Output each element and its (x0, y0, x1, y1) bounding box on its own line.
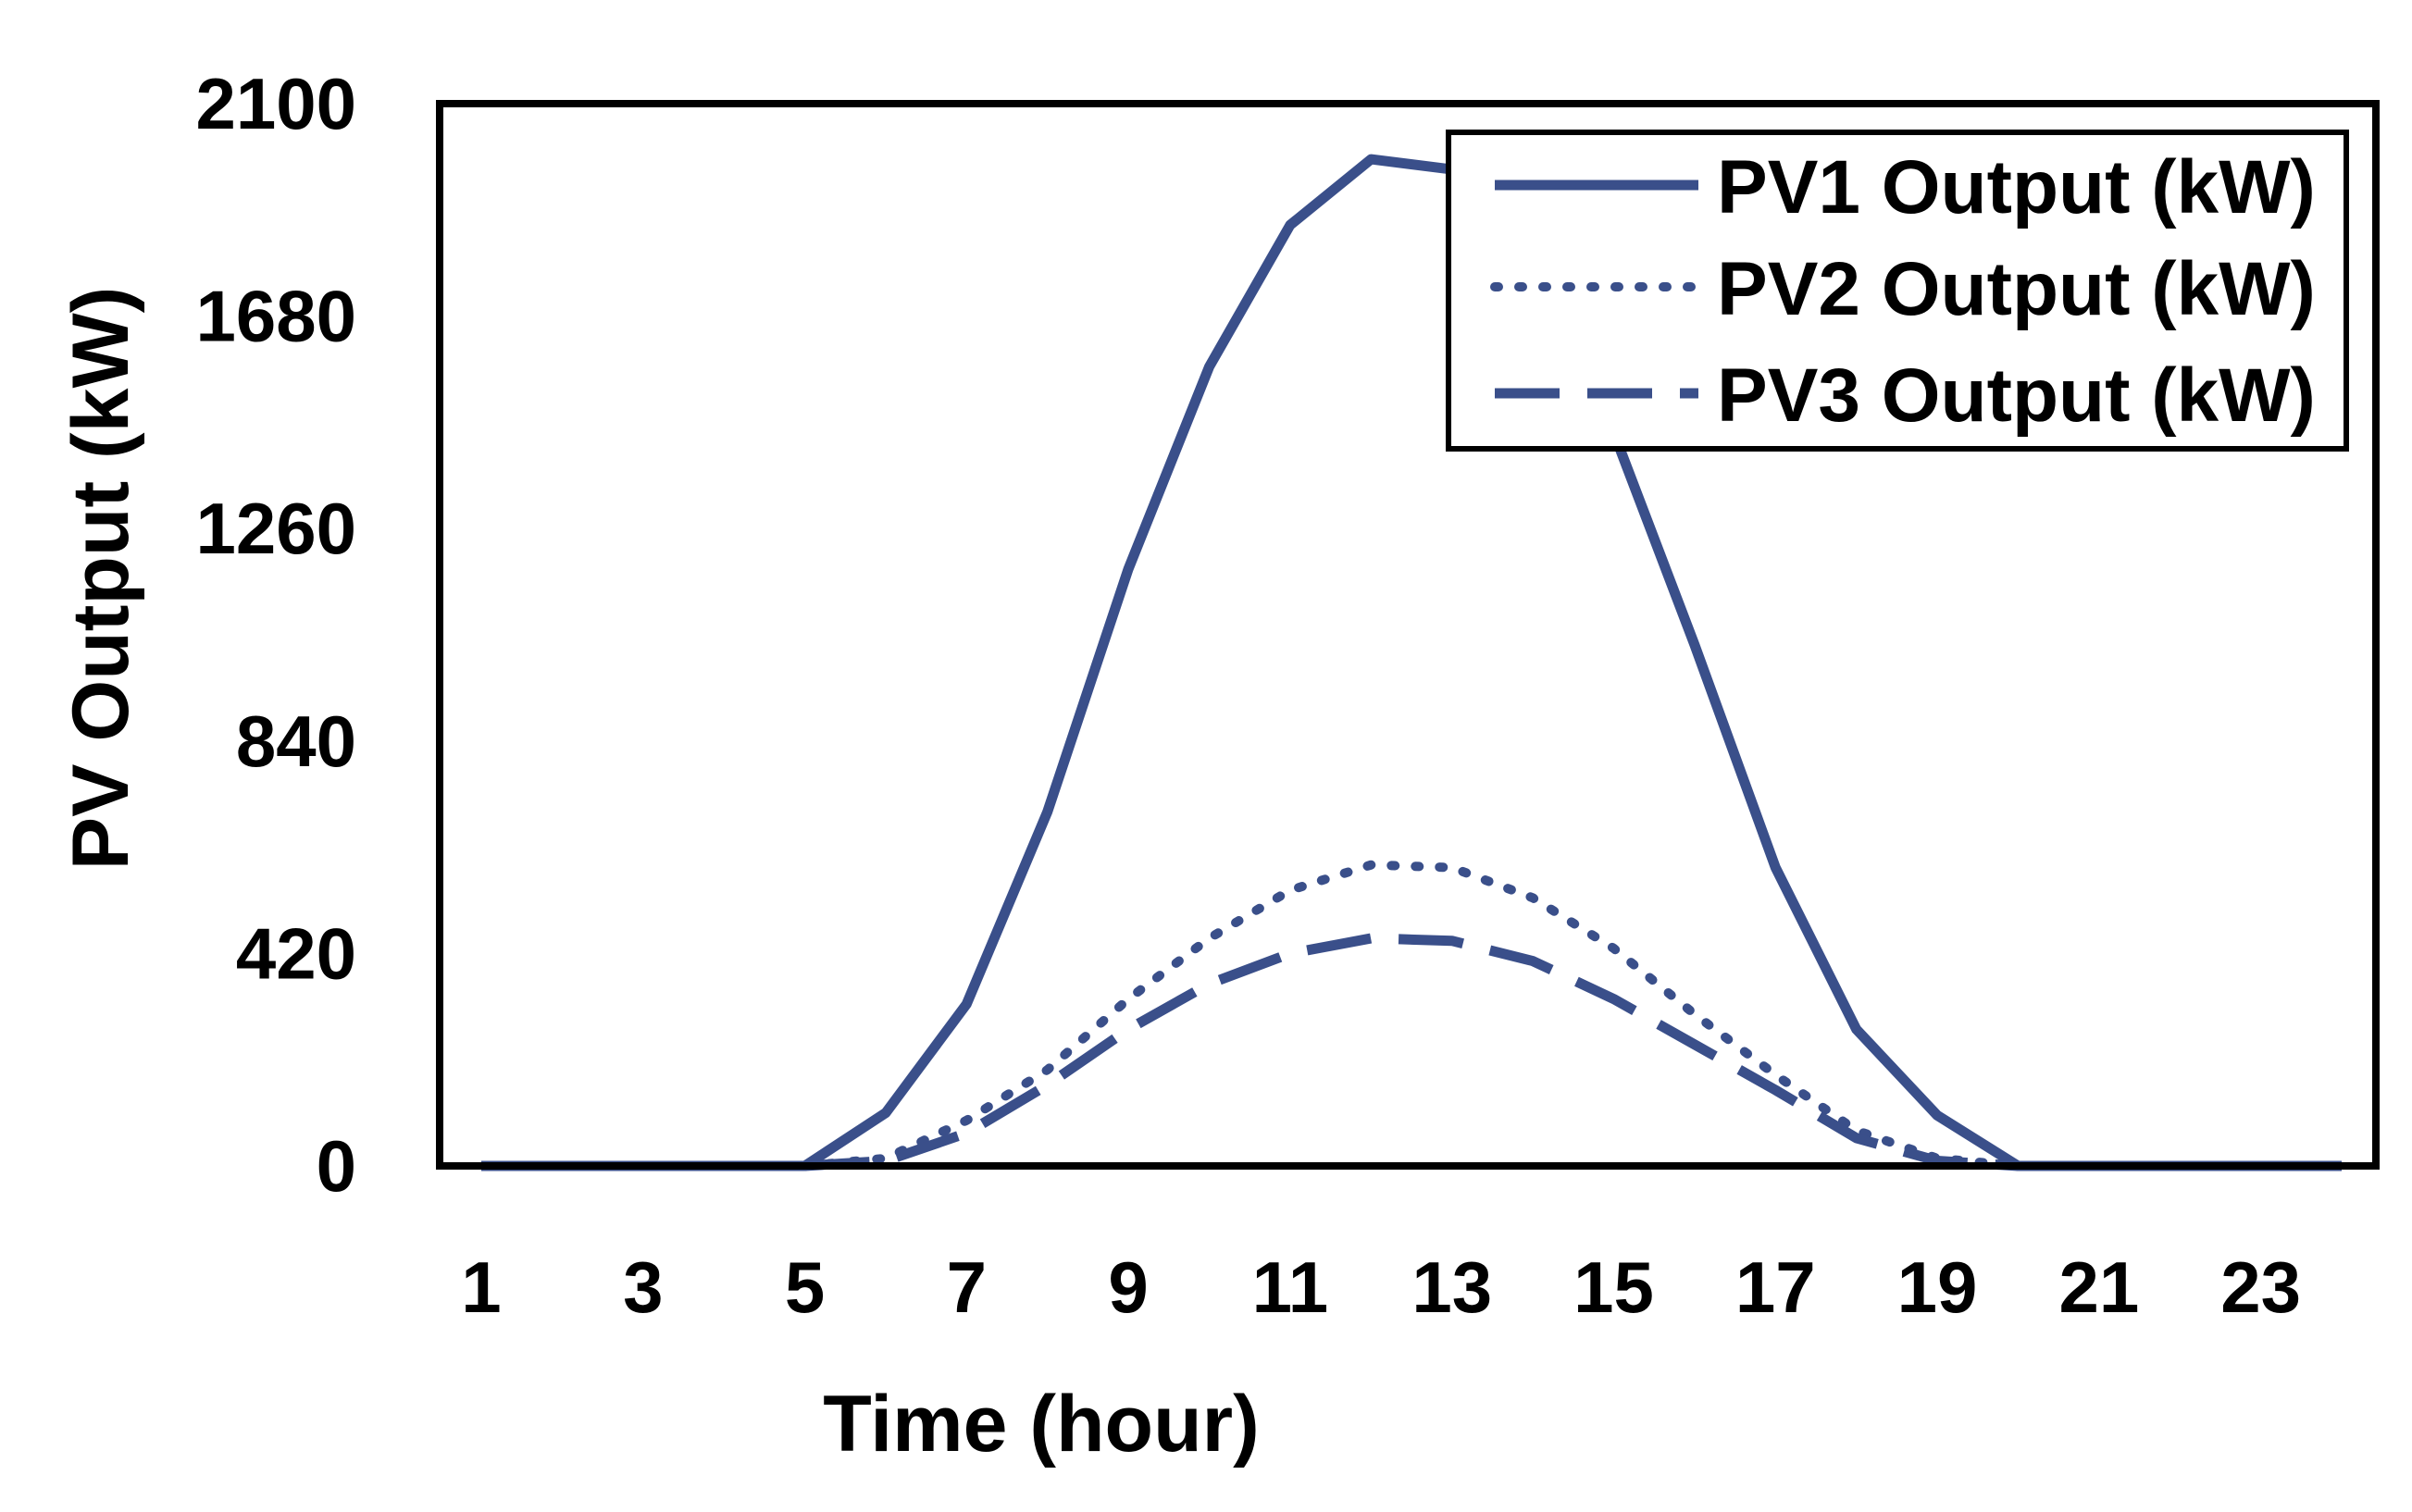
plot-area-frame (436, 100, 2380, 1170)
x-axis-title: Time (hour) (823, 1380, 1259, 1469)
x-tick-labels: 1 3 5 7 9 11 13 15 17 19 21 23 (461, 1246, 2301, 1328)
y-tick-label: 420 (236, 912, 356, 994)
series-line-3 (804, 933, 2019, 1171)
x-tick-label: 15 (1573, 1246, 1654, 1328)
x-tick-label: 3 (623, 1246, 663, 1328)
x-tick-label: 13 (1411, 1246, 1492, 1328)
x-tick-label: 5 (785, 1246, 825, 1328)
x-tick-label: 9 (1108, 1246, 1148, 1328)
x-tick-label: 19 (1897, 1246, 1978, 1328)
y-tick-label: 2100 (195, 63, 356, 144)
y-tick-label: 1680 (195, 276, 356, 357)
x-tick-label: 17 (1735, 1246, 1816, 1328)
series-line-2 (800, 860, 2023, 1171)
y-tick-labels: 0 420 840 1260 1680 2100 (195, 63, 356, 1207)
y-axis-title-group: PV Output (kW) (56, 287, 145, 871)
y-tick-label: 1260 (195, 488, 356, 569)
y-tick-label: 840 (236, 700, 356, 782)
legend: PV1 Output (kW) PV2 Output (kW) PV3 Outp… (1446, 130, 2349, 452)
y-tick-label: 0 (317, 1125, 356, 1207)
legend-label-pv3: PV3 Output (kW) (1717, 353, 2316, 438)
x-tick-label: 23 (2220, 1246, 2301, 1328)
y-axis-title: PV Output (kW) (56, 287, 145, 871)
x-tick-label: 1 (461, 1246, 501, 1328)
legend-label-pv1: PV1 Output (kW) (1717, 145, 2316, 229)
x-tick-label: 7 (947, 1246, 987, 1328)
legend-label-pv2: PV2 Output (kW) (1717, 247, 2316, 331)
x-tick-label: 11 (1252, 1246, 1328, 1328)
x-tick-label: 21 (2058, 1246, 2139, 1328)
